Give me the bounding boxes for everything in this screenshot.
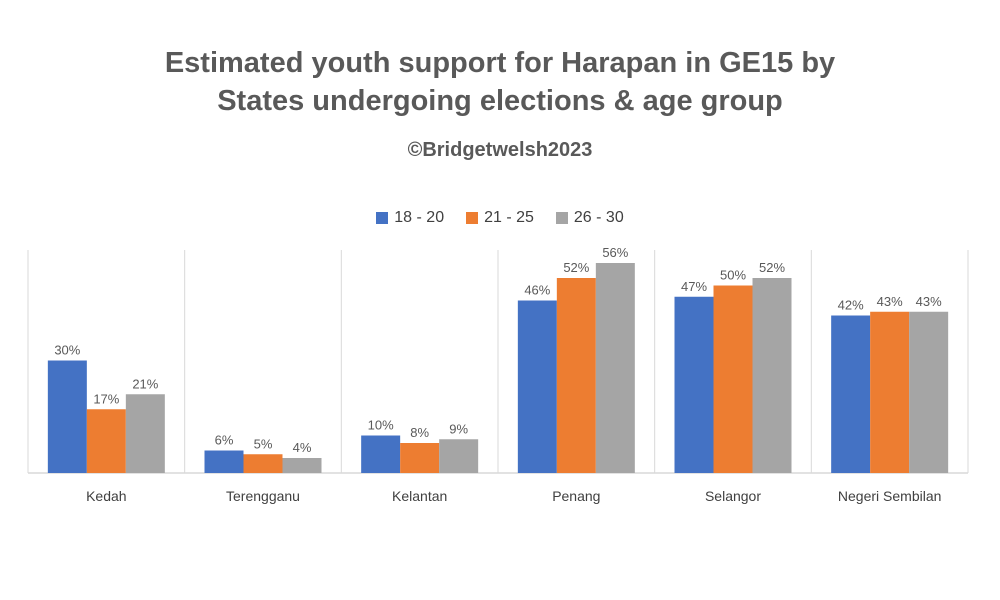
data-label: 46%: [524, 283, 550, 298]
bar: [86, 409, 126, 473]
data-label: 9%: [449, 421, 468, 436]
chart-title-line-2: States undergoing elections & age group: [217, 85, 783, 117]
legend-swatch-21-25: [466, 212, 479, 224]
chart-subtitle: ©Bridgetwelsh2023: [407, 139, 593, 161]
legend-swatch-18-20: [376, 212, 389, 224]
legend-label-21-25: 21 - 25: [484, 209, 534, 226]
bar: [909, 311, 949, 473]
data-label: 52%: [759, 260, 785, 275]
x-tick-label: Kelantan: [392, 488, 447, 504]
legend-label-26-30: 26 - 30: [573, 209, 624, 226]
bar: [400, 443, 440, 473]
chart-title-line-1: Estimated youth support for Harapan in G…: [164, 47, 836, 79]
bar: [125, 394, 165, 473]
x-tick-label: Kedah: [86, 488, 126, 504]
bar: [831, 315, 871, 473]
bar: [282, 458, 322, 473]
x-tick-label: Negeri Sembilan: [838, 488, 942, 504]
x-tick-label: Terengganu: [226, 488, 300, 504]
bar: [595, 263, 635, 473]
bar: [439, 439, 479, 473]
bar: [517, 300, 557, 473]
data-label: 43%: [877, 294, 903, 309]
data-label: 6%: [215, 433, 234, 448]
data-label: 30%: [54, 343, 80, 358]
data-label: 21%: [132, 376, 158, 391]
bar: [204, 450, 244, 473]
data-label: 43%: [916, 294, 942, 309]
bar: [556, 278, 596, 473]
bar: [243, 454, 283, 473]
legend-item-26-30: 26 - 30: [555, 209, 624, 227]
bar: [752, 278, 792, 473]
bar: [713, 285, 753, 473]
data-label: 52%: [563, 260, 589, 275]
bar: [361, 435, 401, 473]
legend-swatch-26-30: [555, 212, 568, 224]
data-label: 10%: [368, 418, 394, 433]
bar: [47, 360, 87, 473]
data-label: 56%: [602, 245, 628, 260]
data-label: 8%: [410, 425, 429, 440]
legend-item-18-20: 18 - 20: [376, 209, 444, 227]
legend-label-18-20: 18 - 20: [394, 209, 445, 226]
data-label: 50%: [720, 268, 746, 283]
legend-item-21-25: 21 - 25: [466, 209, 534, 227]
data-label: 17%: [93, 391, 119, 406]
x-tick-label: Selangor: [705, 488, 761, 504]
data-label: 4%: [293, 440, 312, 455]
data-label: 47%: [681, 279, 707, 294]
bar: [674, 296, 714, 473]
data-label: 5%: [254, 436, 273, 451]
chart-legend: 18 - 20 21 - 25 26 - 30: [0, 209, 1000, 227]
bar: [870, 311, 910, 473]
x-tick-label: Penang: [552, 488, 600, 504]
data-label: 42%: [838, 298, 864, 313]
